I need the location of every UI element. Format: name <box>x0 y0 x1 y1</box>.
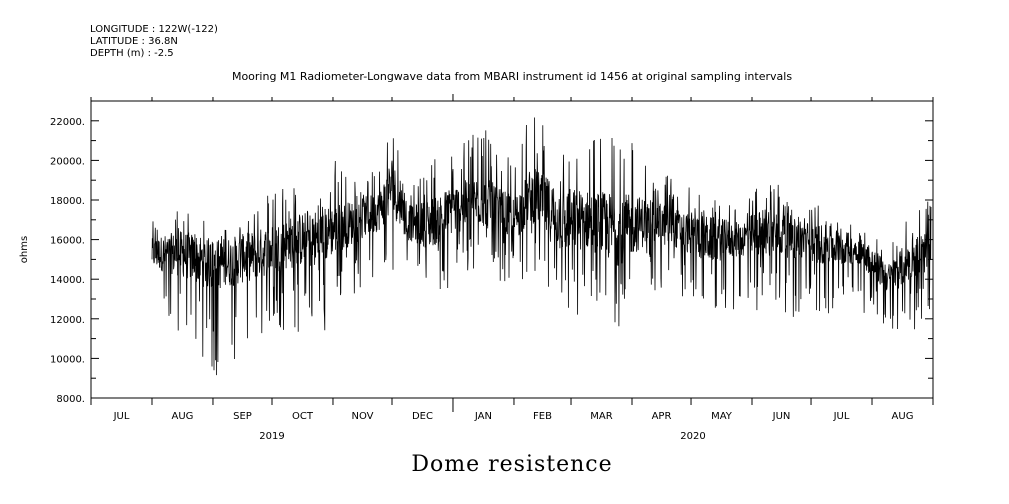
x-month-label: AUG <box>172 411 194 422</box>
y-axis-label: ohms <box>19 236 30 263</box>
data-series-line <box>151 117 932 376</box>
y-tick-label: 10000. <box>50 354 85 365</box>
x-year-label: 2019 <box>259 431 284 442</box>
x-month-label: MAY <box>711 411 733 422</box>
y-tick-label: 18000. <box>50 196 85 207</box>
x-month-label: MAR <box>590 411 612 422</box>
y-tick-label: 16000. <box>50 236 85 247</box>
x-month-label: OCT <box>292 411 314 422</box>
x-month-label: FEB <box>533 411 552 422</box>
y-tick-label: 14000. <box>50 275 85 286</box>
chart-title: Mooring M1 Radiometer-Longwave data from… <box>231 70 793 83</box>
x-month-label: JUN <box>772 411 791 422</box>
depth-label: DEPTH (m) : -2.5 <box>90 48 174 59</box>
x-month-label: DEC <box>412 411 433 422</box>
latitude-label: LATITUDE : 36.8N <box>90 36 178 47</box>
metadata-block: LONGITUDE : 122W(-122) LATITUDE : 36.8N … <box>90 24 218 60</box>
y-tick-label: 20000. <box>50 156 85 167</box>
y-tick-label: 22000. <box>50 117 85 128</box>
x-month-label: NOV <box>351 411 373 422</box>
x-month-label: JUL <box>113 411 130 422</box>
x-year-label: 2020 <box>680 431 705 442</box>
plot-frame <box>90 100 934 399</box>
y-tick-label: 12000. <box>50 315 85 326</box>
chart-caption: Dome resistence <box>411 452 613 477</box>
x-month-label: JAN <box>474 411 492 422</box>
x-month-label: SEP <box>233 411 252 422</box>
y-tick-label: 8000. <box>56 394 85 405</box>
x-month-label: JUL <box>833 411 850 422</box>
x-month-label: APR <box>652 411 672 422</box>
x-month-label: AUG <box>892 411 914 422</box>
longitude-label: LONGITUDE : 122W(-122) <box>90 24 218 35</box>
